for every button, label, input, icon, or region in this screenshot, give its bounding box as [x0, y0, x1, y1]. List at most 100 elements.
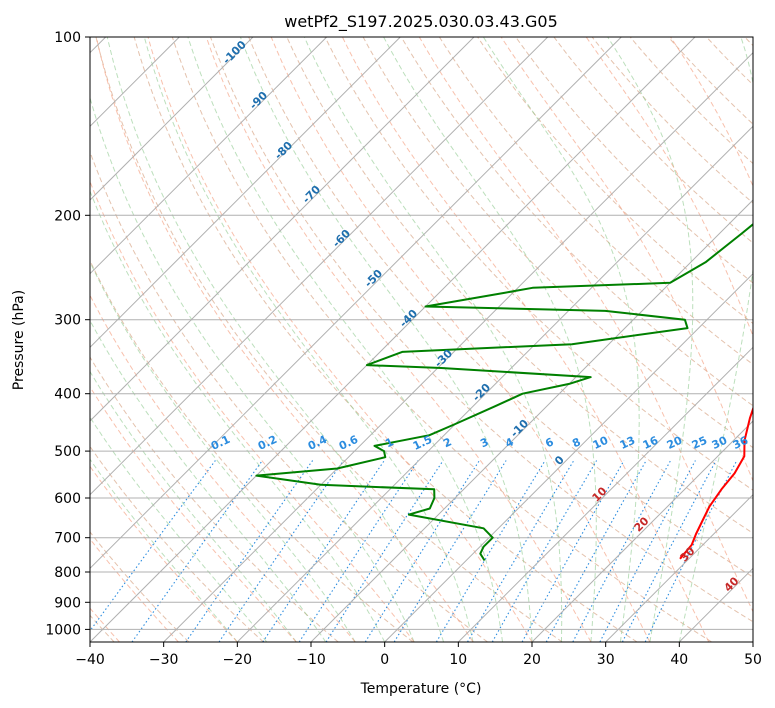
dry-adiabat-line: [90, 259, 414, 642]
isotherm-label: -70: [300, 183, 323, 206]
mixing-ratio-label: 20: [665, 434, 685, 452]
dry-adiabat-line: [477, 37, 753, 325]
saturated-adiabat-line: [90, 294, 356, 642]
moist-adiabat-line: [90, 416, 268, 642]
saturated-adiabat-line: [90, 465, 238, 642]
mixing-ratio-label: 0.4: [306, 433, 329, 453]
isotherm-gridline: [236, 125, 753, 642]
mixing-ratio-line: [262, 460, 385, 642]
dry-adiabat-line: [400, 37, 753, 407]
isotherm-gridline: [163, 51, 753, 642]
y-tick-label: 300: [54, 313, 81, 329]
mixing-ratio-label: 8: [570, 435, 582, 450]
dry-adiabat-line: [248, 37, 753, 578]
dry-adiabat-line: [362, 37, 753, 449]
mixing-ratio-label: 3: [478, 435, 490, 450]
isotherm-label: 0: [552, 453, 567, 468]
saturated-adiabat-line: [90, 538, 179, 642]
saturated-adiabat-line: [147, 37, 533, 642]
mixing-ratio-label: 10: [591, 434, 611, 452]
mixing-ratio-line: [131, 460, 263, 642]
isotherm-gridline: [90, 37, 622, 570]
isotherm-gridline: [90, 37, 328, 275]
isotherm-gridline: [90, 37, 475, 422]
saturated-adiabat-line: [418, 37, 753, 613]
saturated-adiabat-line: [0, 37, 2, 642]
saturated-adiabat-line: [341, 37, 710, 642]
y-tick-label: 900: [54, 595, 81, 611]
isotherm-label: -90: [247, 89, 270, 112]
mixing-ratio-label: 36: [731, 434, 751, 452]
saturated-adiabat-line: [585, 37, 753, 338]
dry-adiabat-line: [553, 37, 753, 244]
dry-adiabat-line: [591, 37, 753, 204]
mixing-ratio-line: [491, 460, 598, 642]
isotherm-label: 30: [678, 544, 698, 564]
isotherm-label: -50: [362, 267, 385, 290]
moist-adiabat-line: [383, 37, 597, 642]
isotherm-label: -100: [220, 38, 249, 67]
isotherm-gridline: [90, 37, 696, 642]
dry-adiabat-line: [210, 37, 753, 623]
saturated-adiabat-line: [500, 37, 753, 482]
y-tick-label: 1000: [45, 622, 81, 638]
x-tick-label: −10: [296, 652, 326, 668]
moist-adiabat-line: [106, 37, 445, 642]
isotherm-label: -20: [470, 381, 493, 404]
moist-adiabat-line: [607, 37, 694, 642]
dry-adiabat-line: [515, 37, 753, 284]
mixing-ratio-label: 25: [690, 434, 709, 452]
saturated-adiabat-line: [205, 37, 592, 642]
isotherm-gridline: [384, 272, 753, 642]
moist-adiabat-line: [90, 189, 386, 642]
x-tick-label: 20: [523, 652, 541, 668]
mixing-ratio-label: 0.2: [256, 433, 279, 453]
isotherm-gridline: [605, 493, 753, 642]
x-tick-label: −40: [75, 652, 105, 668]
dry-adiabat-line: [286, 37, 753, 534]
saturated-adiabat-line: [0, 37, 61, 642]
y-tick-label: 800: [54, 565, 81, 581]
saturated-adiabat-line: [90, 180, 415, 642]
mixing-ratio-label: 0.6: [337, 433, 360, 453]
mixing-ratio-label: 30: [710, 434, 730, 452]
isotherm-label: 10: [590, 484, 610, 504]
isotherm-label: -10: [508, 417, 531, 440]
isotherm-label: -40: [397, 307, 420, 330]
isotherm-gridline: [90, 37, 549, 496]
isotherm-gridline: [310, 199, 753, 642]
mixing-ratio-label: 1.5: [411, 433, 434, 453]
dry-adiabat-line: [171, 37, 712, 642]
mixing-ratio-line: [435, 460, 546, 642]
moist-adiabat-line: [303, 37, 563, 642]
mixing-ratio-label: 16: [641, 434, 661, 452]
dry-adiabat-line: [324, 37, 753, 491]
mixing-ratio-line: [467, 460, 575, 642]
dry-adiabat-line: [438, 37, 753, 366]
y-axis-label: Pressure (hPa): [11, 290, 27, 390]
isotherm-label: -80: [272, 139, 295, 162]
saturated-adiabat-line: [95, 37, 474, 642]
temperature-profile-line: [679, 405, 753, 560]
y-tick-label: 700: [54, 531, 81, 547]
isotherm-gridline: [531, 420, 753, 642]
mixing-ratio-line: [572, 460, 672, 642]
mixing-ratio-line: [90, 460, 216, 632]
y-tick-label: 500: [54, 444, 81, 460]
dry-adiabat-line: [133, 37, 638, 642]
isotherm-gridline: [90, 37, 254, 201]
x-tick-label: 0: [380, 652, 389, 668]
isotherm-label: 40: [722, 574, 742, 594]
isotherm-label: -60: [330, 227, 353, 250]
x-tick-label: 30: [597, 652, 615, 668]
isotherm-gridline: [752, 641, 753, 642]
dry-adiabat-line: [90, 356, 339, 642]
y-tick-label: 100: [54, 30, 81, 46]
isotherm-gridline: [457, 346, 753, 642]
mixing-ratio-line: [393, 460, 507, 642]
dewpoint-profile-line: [255, 223, 753, 562]
x-tick-label: 50: [744, 652, 762, 668]
saturated-adiabat-line: [270, 37, 651, 642]
moist-adiabat-line: [239, 37, 533, 642]
